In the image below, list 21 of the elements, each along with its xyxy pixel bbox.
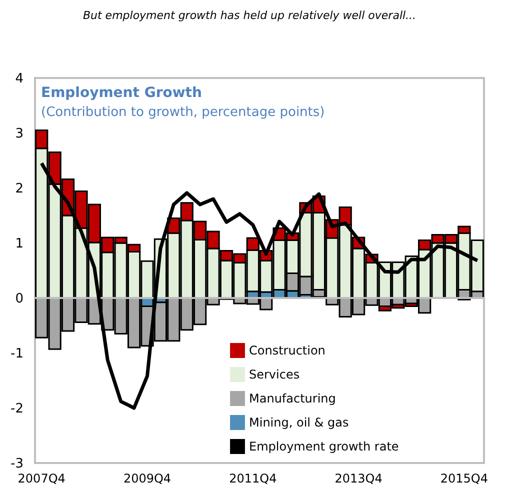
y-tick-label: -3 bbox=[10, 456, 24, 472]
x-tick-label: 2007Q4 bbox=[18, 472, 66, 486]
y-tick-label: 4 bbox=[15, 72, 24, 86]
legend-label: Employment growth rate bbox=[249, 440, 399, 454]
legend-label: Services bbox=[249, 368, 300, 382]
y-tick-label: 0 bbox=[15, 292, 24, 306]
y-tick-label: -2 bbox=[10, 402, 24, 416]
y-tick-label: 1 bbox=[15, 236, 24, 252]
legend-label: Manufacturing bbox=[249, 392, 336, 406]
legend-label: Mining, oil & gas bbox=[249, 416, 349, 430]
x-tick-label: 2009Q4 bbox=[123, 472, 172, 486]
x-tick-label: 2015Q4 bbox=[440, 472, 488, 486]
y-tick-label: 3 bbox=[15, 126, 24, 142]
y-tick-label: -1 bbox=[10, 346, 24, 362]
text: (Contribution to growth, percentage points) bbox=[41, 105, 325, 120]
x-tick-label: 2011Q4 bbox=[229, 472, 277, 486]
x-tick-label: 2013Q4 bbox=[334, 472, 382, 486]
y-tick-label: 2 bbox=[15, 182, 24, 196]
legend-label: Construction bbox=[249, 344, 326, 358]
text: Employment Growth bbox=[41, 85, 202, 101]
text: But employment growth has held up relatively well overall... bbox=[82, 9, 416, 22]
